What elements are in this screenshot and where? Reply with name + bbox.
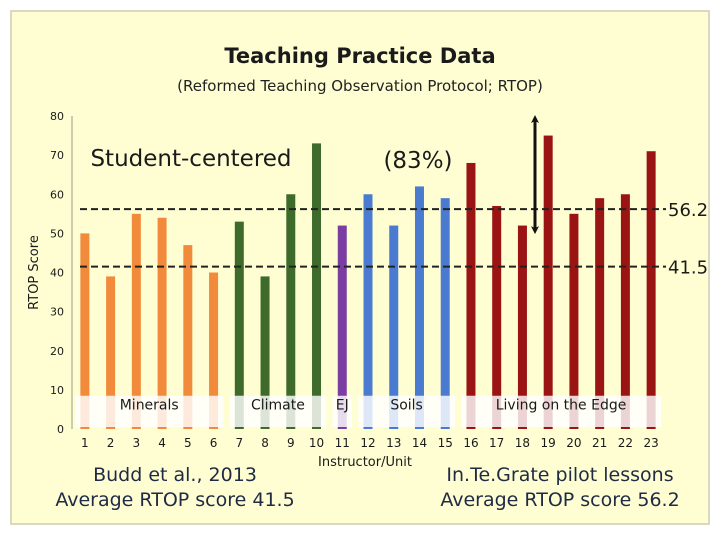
pilot-caption-line2: Average RTOP score 56.2 — [440, 489, 680, 511]
x-tick-label-6: 6 — [210, 436, 218, 450]
x-tick-label-19: 19 — [541, 436, 556, 450]
bar-1 — [80, 233, 90, 429]
y-tick-label-80: 80 — [50, 110, 64, 123]
x-tick-label-13: 13 — [386, 436, 401, 450]
x-tick-label-21: 21 — [592, 436, 607, 450]
x-tick-label-18: 18 — [515, 436, 530, 450]
x-tick-label-11: 11 — [335, 436, 350, 450]
bar-2 — [106, 276, 116, 429]
x-tick-label-17: 17 — [489, 436, 504, 450]
bar-3 — [131, 213, 141, 429]
group-band-0 — [75, 395, 224, 427]
bar-5 — [183, 245, 193, 429]
budd-caption: Budd et al., 2013 Average RTOP score 41.… — [40, 463, 310, 513]
bar-20 — [569, 213, 579, 429]
x-axis-label: Instructor/Unit — [318, 455, 412, 470]
bar-22 — [620, 194, 630, 429]
x-tick-label-16: 16 — [463, 436, 478, 450]
bar-13 — [389, 225, 399, 429]
bar-11 — [337, 225, 347, 429]
x-tick-label-7: 7 — [235, 436, 243, 450]
bar-10 — [312, 143, 322, 429]
plot-area: 0 10 20 30 40 50 60 70 80 RTOP Score Minerals Clima… — [27, 110, 708, 470]
y-axis-label: RTOP Score — [27, 235, 42, 310]
group-label-2: EJ — [336, 398, 349, 414]
bar-23 — [646, 151, 656, 429]
x-tick-label-12: 12 — [360, 436, 375, 450]
x-tick-label-10: 10 — [309, 436, 324, 450]
reference-value-0: 56.2 — [668, 200, 708, 221]
x-tick-label-4: 4 — [158, 436, 166, 450]
bar-8 — [260, 276, 270, 429]
x-tick-label-8: 8 — [261, 436, 269, 450]
x-tick-label-3: 3 — [133, 436, 141, 450]
y-tick-label-70: 70 — [50, 149, 64, 162]
chart-title: Teaching Practice Data — [224, 44, 496, 68]
group-label-1: Climate — [251, 398, 305, 414]
bar-4 — [157, 217, 167, 429]
x-tick-label-15: 15 — [438, 436, 453, 450]
y-tick-label-50: 50 — [50, 227, 64, 240]
group-label-4: Living on the Edge — [496, 398, 627, 414]
bar-7 — [234, 221, 244, 429]
x-tick-label-23: 23 — [643, 436, 658, 450]
bar-9 — [286, 194, 296, 429]
bar-6 — [209, 272, 219, 429]
bar-14 — [414, 186, 424, 429]
bar-15 — [440, 198, 450, 429]
x-tick-label-9: 9 — [287, 436, 295, 450]
y-tick-label-30: 30 — [50, 306, 64, 319]
student-centered-label: Student-centered — [90, 146, 291, 172]
reference-value-1: 41.5 — [668, 258, 708, 279]
x-tick-label-14: 14 — [412, 436, 427, 450]
group-band-1 — [229, 395, 327, 427]
bar-12 — [363, 194, 373, 429]
chart-subtitle: (Reformed Teaching Observation Protocol;… — [177, 77, 543, 95]
x-tick-label-20: 20 — [566, 436, 581, 450]
x-tick-label-22: 22 — [618, 436, 633, 450]
bar-16 — [466, 162, 476, 429]
group-band-3 — [358, 395, 456, 427]
x-tick-label-1: 1 — [81, 436, 89, 450]
bar-18 — [517, 225, 527, 429]
y-tick-label-10: 10 — [50, 384, 64, 397]
group-label-0: Minerals — [120, 398, 179, 414]
group-band-2 — [332, 395, 353, 427]
pilot-caption-line1: In.Te.Grate pilot lessons — [446, 464, 674, 486]
bar-17 — [492, 205, 502, 429]
percent-label: (83%) — [383, 148, 452, 174]
y-tick-label-20: 20 — [50, 345, 64, 358]
y-tick-label-0: 0 — [57, 423, 64, 436]
bar-19 — [543, 135, 553, 429]
pilot-caption: In.Te.Grate pilot lessons Average RTOP s… — [420, 463, 700, 513]
bar-21 — [595, 198, 605, 429]
group-label-3: Soils — [390, 398, 423, 414]
x-tick-label-5: 5 — [184, 436, 192, 450]
budd-caption-line1: Budd et al., 2013 — [93, 464, 257, 486]
budd-caption-line2: Average RTOP score 41.5 — [55, 489, 295, 511]
x-tick-label-2: 2 — [107, 436, 115, 450]
group-band-4 — [461, 395, 661, 427]
y-tick-label-60: 60 — [50, 188, 64, 201]
y-tick-label-40: 40 — [50, 267, 64, 280]
